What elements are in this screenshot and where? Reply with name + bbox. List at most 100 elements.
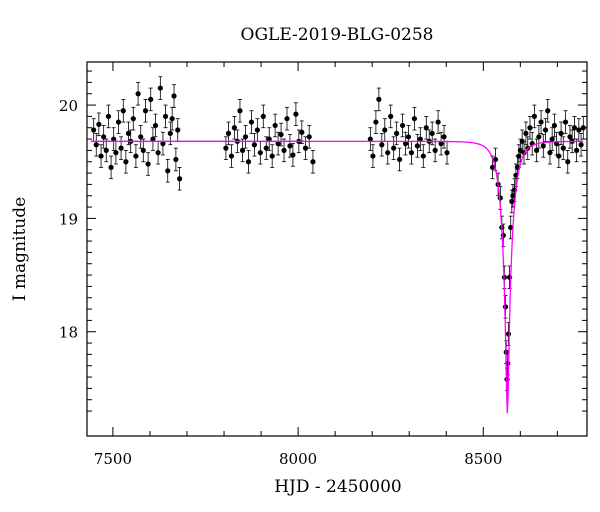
data-marker <box>251 142 258 148</box>
data-point <box>382 118 388 142</box>
data-marker <box>536 134 542 140</box>
data-marker <box>562 119 569 125</box>
data-marker <box>140 147 146 153</box>
data-point <box>549 127 555 151</box>
data-marker <box>551 122 558 129</box>
data-marker <box>160 141 166 147</box>
data-point <box>105 104 112 129</box>
data-marker <box>310 159 316 165</box>
data-point <box>284 106 290 131</box>
data-point <box>551 113 558 138</box>
data-marker <box>135 91 141 97</box>
data-marker <box>257 150 263 156</box>
data-marker <box>248 119 255 125</box>
data-point <box>228 144 235 168</box>
data-marker <box>245 159 252 165</box>
data-marker <box>278 131 284 138</box>
data-marker <box>225 130 232 136</box>
data-point <box>223 136 229 160</box>
data-point <box>155 140 161 165</box>
data-point <box>242 125 249 149</box>
data-point <box>130 106 136 131</box>
data-marker <box>402 141 409 147</box>
data-point <box>571 116 578 140</box>
data-point <box>547 140 553 165</box>
data-marker <box>138 134 144 140</box>
data-point <box>140 138 146 163</box>
data-point <box>120 99 126 123</box>
data-marker <box>405 134 412 140</box>
x-axis-label: HJD - 2450000 <box>274 477 402 497</box>
data-marker <box>113 150 119 156</box>
data-point <box>173 147 179 172</box>
data-point <box>160 131 166 156</box>
data-point <box>542 118 549 142</box>
data-marker <box>150 136 156 142</box>
data-marker <box>540 143 546 149</box>
data-point <box>162 104 169 129</box>
data-point <box>248 110 255 134</box>
data-marker <box>228 153 235 159</box>
data-marker <box>167 130 173 136</box>
data-point <box>310 149 316 174</box>
data-point <box>388 104 394 129</box>
data-point <box>290 143 296 167</box>
data-marker <box>391 145 397 151</box>
data-point <box>523 121 529 146</box>
data-marker <box>396 156 403 163</box>
data-marker <box>492 156 499 163</box>
data-marker <box>411 116 418 122</box>
data-point <box>578 132 584 157</box>
data-marker <box>489 164 496 170</box>
data-marker <box>176 176 183 182</box>
data-point <box>402 131 409 156</box>
data-point <box>567 125 573 149</box>
data-point <box>438 131 444 156</box>
data-marker <box>373 119 379 125</box>
data-point <box>239 138 246 163</box>
data-marker <box>370 153 376 159</box>
data-point <box>423 116 429 140</box>
y-tick-label: 18 <box>59 324 78 342</box>
data-point <box>562 110 569 134</box>
data-marker <box>444 150 450 156</box>
data-marker <box>306 134 312 140</box>
data-marker <box>549 136 555 142</box>
data-marker <box>275 141 281 147</box>
data-marker <box>125 130 132 136</box>
data-marker <box>505 331 512 337</box>
y-tick-label: 20 <box>59 97 78 115</box>
data-point <box>98 144 104 168</box>
chart-title: OGLE-2019-BLG-0258 <box>241 25 434 45</box>
data-point <box>111 127 117 151</box>
data-point <box>545 99 551 123</box>
data-marker <box>560 145 566 151</box>
data-point <box>142 99 149 123</box>
data-marker <box>542 127 549 133</box>
data-point <box>171 84 177 108</box>
data-marker <box>93 142 99 148</box>
y-axis-label: I magnitude <box>10 197 30 301</box>
data-marker <box>531 113 538 119</box>
data-marker <box>260 113 266 119</box>
data-marker <box>538 119 544 125</box>
data-marker <box>91 127 97 133</box>
data-point <box>299 120 305 145</box>
data-marker <box>263 145 269 151</box>
data-marker <box>367 136 373 142</box>
data-marker <box>565 159 571 165</box>
data-marker <box>556 153 562 159</box>
data-marker <box>432 147 438 153</box>
data-marker <box>281 147 287 153</box>
data-marker <box>302 145 309 151</box>
data-point <box>133 144 139 168</box>
data-marker <box>534 147 540 153</box>
data-point <box>91 118 97 142</box>
data-marker <box>388 113 394 119</box>
data-point <box>118 136 124 160</box>
data-point <box>257 140 263 165</box>
data-point <box>399 113 406 138</box>
data-marker <box>438 141 444 147</box>
data-point <box>138 125 144 149</box>
data-point <box>435 110 441 134</box>
